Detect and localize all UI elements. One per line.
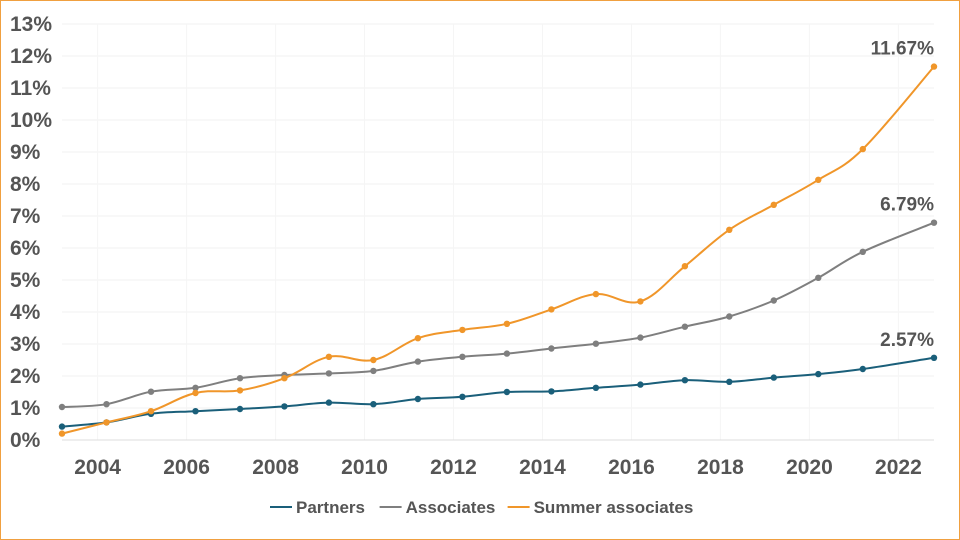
legend: Partners Associates Summer associates	[270, 498, 693, 517]
data-point	[859, 248, 866, 255]
data-point	[815, 176, 822, 183]
data-point	[681, 323, 689, 330]
x-tick-label: 2008	[252, 456, 299, 479]
y-tick-label: 10%	[10, 109, 52, 132]
x-tick-label: 2012	[430, 456, 477, 479]
data-point	[192, 408, 199, 415]
y-tick-label: 8%	[10, 173, 41, 196]
data-point	[370, 401, 377, 408]
data-point	[58, 423, 66, 430]
series-line-associates	[61, 221, 935, 409]
end-value-label: 6.79%	[880, 195, 934, 216]
data-point	[637, 334, 644, 341]
end-labels: 11.67% 6.79% 2.57%	[871, 39, 935, 351]
data-point	[930, 219, 938, 226]
data-point	[859, 145, 866, 153]
data-point	[414, 395, 422, 403]
data-point	[192, 389, 199, 397]
y-tick-label: 7%	[10, 205, 41, 228]
data-point	[726, 226, 733, 233]
x-tick-label: 2004	[74, 456, 121, 479]
data-point	[815, 370, 822, 378]
data-point	[548, 345, 555, 352]
data-point	[930, 354, 938, 361]
data-point	[930, 63, 938, 70]
data-point	[726, 378, 733, 385]
y-tick-label: 3%	[10, 333, 41, 356]
data-point	[370, 367, 377, 375]
data-point	[770, 201, 777, 208]
end-value-label: 2.57%	[880, 330, 934, 351]
data-point	[548, 306, 555, 313]
data-point	[58, 430, 66, 437]
data-point	[147, 408, 155, 415]
data-point	[548, 388, 555, 395]
y-tick-label: 1%	[10, 397, 41, 420]
y-axis-ticks: 0% 1% 2% 3% 4% 5% 6% 7% 8% 9% 10% 11% 12% 13%	[10, 13, 52, 452]
data-point	[592, 290, 600, 298]
data-point	[147, 388, 155, 395]
series-lines	[58, 63, 938, 437]
x-tick-label: 2020	[786, 456, 833, 479]
data-point	[503, 388, 511, 396]
legend-label: Summer associates	[534, 498, 694, 517]
series-line-summer-associates	[61, 65, 935, 435]
data-point	[815, 274, 822, 281]
end-value-label: 11.67%	[871, 39, 934, 60]
x-tick-label: 2018	[697, 456, 744, 479]
x-axis-ticks: 2004 2006 2008 2010 2012 2014 2016 2018 2020 2022	[74, 456, 922, 479]
data-point	[681, 263, 689, 270]
y-tick-label: 13%	[10, 13, 52, 36]
data-point	[726, 313, 733, 320]
data-point	[592, 384, 600, 391]
y-tick-label: 11%	[10, 77, 51, 100]
data-point	[770, 297, 777, 304]
y-tick-label: 12%	[10, 45, 52, 68]
data-point	[236, 375, 244, 382]
data-point	[192, 384, 199, 391]
y-tick-label: 4%	[10, 301, 41, 324]
data-point	[236, 405, 244, 413]
data-point	[325, 370, 333, 377]
data-point	[859, 365, 866, 373]
data-point	[637, 381, 644, 388]
legend-label: Partners	[296, 498, 365, 517]
data-point	[370, 356, 377, 364]
y-tick-label: 6%	[10, 237, 41, 260]
gridlines	[62, 23, 934, 440]
data-point	[103, 401, 110, 408]
data-point	[281, 403, 288, 410]
data-point	[325, 353, 333, 360]
x-tick-label: 2006	[163, 456, 210, 479]
legend-label: Associates	[406, 498, 496, 517]
data-point	[681, 377, 689, 384]
x-tick-label: 2010	[341, 456, 388, 479]
data-point	[325, 399, 333, 406]
data-point	[281, 375, 288, 382]
data-point	[236, 387, 244, 394]
data-point	[58, 403, 66, 411]
y-tick-label: 0%	[10, 429, 41, 452]
y-tick-label: 2%	[10, 365, 41, 388]
data-point	[414, 358, 422, 365]
data-point	[770, 374, 777, 381]
data-point	[459, 353, 466, 360]
data-point	[592, 340, 600, 347]
x-tick-label: 2014	[519, 456, 566, 479]
data-point	[503, 320, 511, 327]
y-tick-label: 9%	[10, 141, 41, 164]
data-point	[414, 335, 422, 342]
y-tick-label: 5%	[10, 269, 41, 292]
data-point	[459, 393, 466, 400]
x-tick-label: 2016	[608, 456, 655, 479]
data-point	[637, 298, 644, 305]
data-point	[459, 326, 466, 334]
data-point	[503, 350, 511, 357]
data-point	[103, 419, 110, 426]
x-tick-label: 2022	[875, 456, 922, 479]
